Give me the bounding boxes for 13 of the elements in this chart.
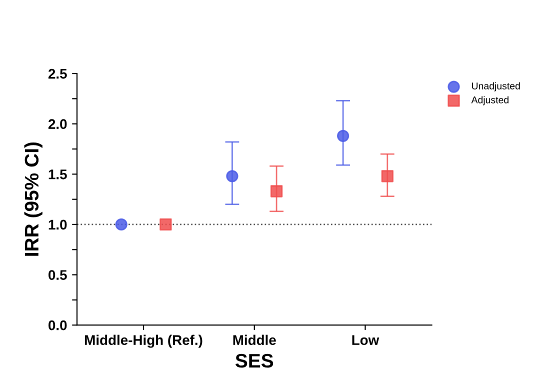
y-tick-label: 0.0 <box>48 320 67 330</box>
x-axis-title: SES <box>235 354 274 368</box>
legend-label: Adjusted <box>471 96 508 106</box>
legend-label: Unadjusted <box>472 82 520 92</box>
y-tick-label: 2.5 <box>48 68 67 79</box>
y-tick-label: 2.0 <box>48 119 67 130</box>
y-tick-label: 1.0 <box>48 220 67 230</box>
y-axis-title: IRR (95% CI) <box>24 142 42 256</box>
y-tick-label: 1.5 <box>48 170 67 180</box>
y-tick-label: 0.5 <box>48 270 67 280</box>
x-tick-label: Middle <box>233 334 276 346</box>
x-tick-label: Low <box>352 335 380 346</box>
x-tick-label: Middle-High (Ref.) <box>85 334 202 348</box>
